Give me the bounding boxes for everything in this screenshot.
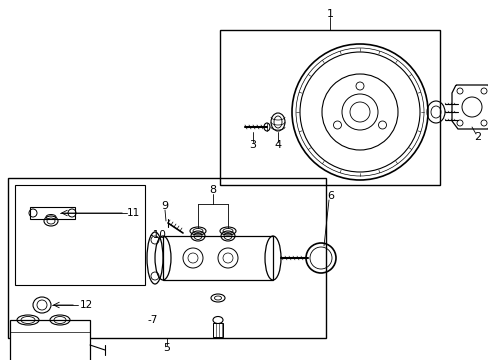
Text: 1: 1 <box>326 9 333 19</box>
Text: -10: -10 <box>150 230 166 240</box>
Text: 6: 6 <box>327 191 334 201</box>
Text: 11: 11 <box>126 208 140 218</box>
Bar <box>8 178 325 338</box>
Text: 2: 2 <box>473 132 481 142</box>
Bar <box>163 236 272 280</box>
Bar <box>10 320 90 360</box>
Bar <box>15 185 145 285</box>
Text: 9: 9 <box>161 201 168 211</box>
Bar <box>213 323 223 337</box>
Bar <box>220 30 439 185</box>
Text: 4: 4 <box>274 140 281 150</box>
Text: 5: 5 <box>163 343 170 353</box>
Text: 3: 3 <box>249 140 256 150</box>
Text: 12: 12 <box>80 300 93 310</box>
Text: 8: 8 <box>209 185 216 195</box>
Text: -7: -7 <box>148 315 158 325</box>
